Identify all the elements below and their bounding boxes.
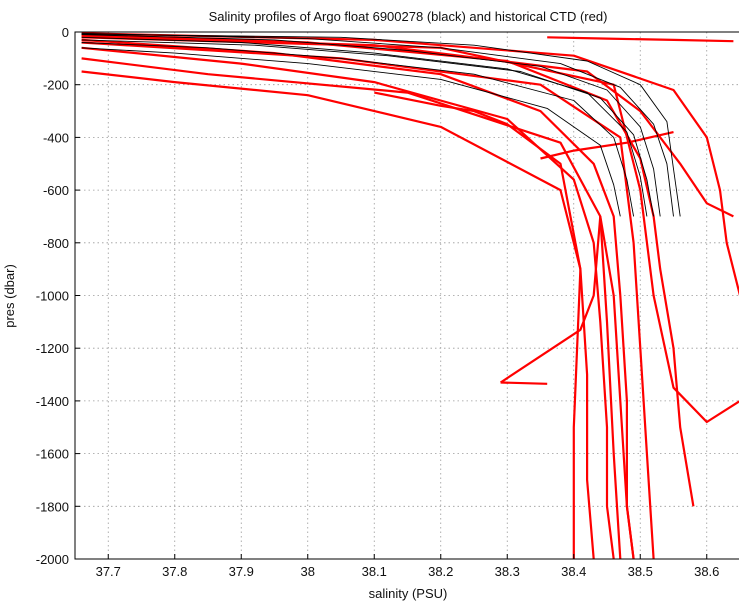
x-tick-label: 38.2 (428, 564, 453, 579)
series-layer (81, 32, 739, 559)
argo-profile-line (81, 39, 655, 217)
y-tick-label: -1400 (36, 394, 69, 409)
y-axis-label: pres (dbar) (2, 264, 17, 328)
ctd-profile-line (81, 33, 695, 507)
ctd-profile-line (81, 34, 734, 218)
x-tick-label: 38 (301, 564, 315, 579)
y-tick-label: -2000 (36, 552, 69, 567)
ctd-profile-line (81, 38, 635, 559)
y-tick-label: -600 (43, 183, 69, 198)
ctd-profile-line (81, 70, 595, 559)
x-tick-label: 38.4 (561, 564, 586, 579)
y-tick-label: -400 (43, 130, 69, 145)
y-tick-label: -200 (43, 78, 69, 93)
ctd-profile-line (81, 32, 739, 296)
y-tick-label: -1200 (36, 341, 69, 356)
ctd-profile-line (547, 36, 734, 43)
x-tick-label: 37.8 (162, 564, 187, 579)
ctd-profile-line (374, 91, 582, 559)
x-tick-label: 38.5 (628, 564, 653, 579)
argo-profile-line (81, 32, 674, 217)
argo-profile-line (81, 34, 661, 217)
ctd-profile-line (499, 216, 602, 384)
ctd-profile-line (81, 57, 622, 559)
argo-profile-line (81, 33, 681, 217)
x-tick-label: 38.1 (362, 564, 387, 579)
y-tick-label: -1000 (36, 289, 69, 304)
argo-profile-line (81, 42, 635, 217)
x-axis-label: salinity (PSU) (369, 586, 448, 601)
y-tick-label: -1800 (36, 499, 69, 514)
argo-profile-line (81, 47, 621, 217)
x-tick-label: 37.9 (229, 564, 254, 579)
ctd-profile-line (500, 381, 548, 385)
ctd-profile-line (81, 36, 739, 424)
y-tick-label: -800 (43, 236, 69, 251)
argo-profiles-series (81, 32, 681, 217)
x-tick-label: 37.7 (96, 564, 121, 579)
x-tick-label: 38.3 (495, 564, 520, 579)
x-axis-ticks: 37.7 37.8 37.9 38 38.1 38.2 38.3 38.4 38.5 38.6 (96, 554, 719, 579)
ctd-profile-line (81, 46, 615, 559)
y-tick-label: -1600 (36, 447, 69, 462)
y-tick-label: 0 (62, 25, 69, 40)
ctd-profile-line (599, 216, 635, 559)
chart-title: Salinity profiles of Argo float 6900278 … (209, 9, 608, 24)
y-axis-ticks: 0 -200 -400 -600 -800 -1000 -1200 -1400 -1600 -18… (36, 25, 80, 567)
x-tick-label: 38.6 (694, 564, 719, 579)
